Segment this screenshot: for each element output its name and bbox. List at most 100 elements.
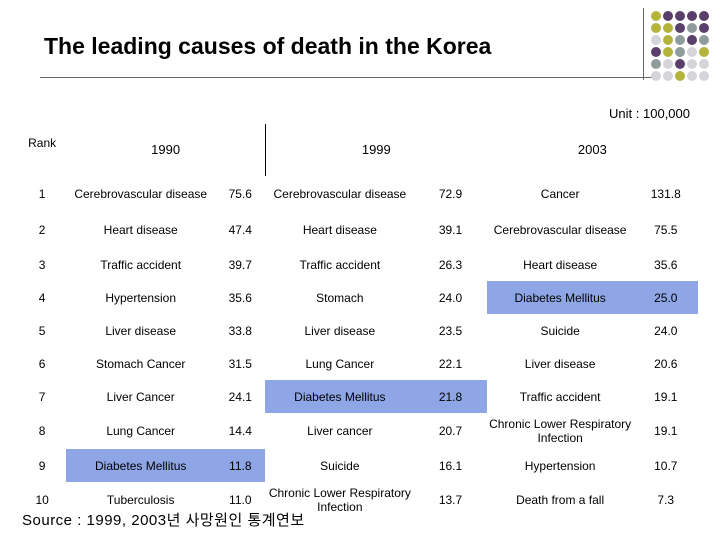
cause-1999-cell: Lung Cancer <box>305 356 375 371</box>
rank-cell: 2 <box>38 223 46 237</box>
table-row: 6 Stomach Cancer 31.5 Lung Cancer 22.1 Liver … <box>18 347 698 380</box>
cause-1990-cell: Stomach Cancer <box>96 356 186 371</box>
cause-2003-cell: Traffic accident <box>519 389 601 404</box>
cause-2003-cell: Cerebrovascular disease <box>493 223 627 237</box>
cause-2003-cell: Death from a fall <box>516 493 605 507</box>
cause-1999-cell: Chronic Lower Respiratory Infection <box>268 486 411 514</box>
table-row: 5 Liver disease 33.8 Liver disease 23.5 Suici… <box>18 314 698 347</box>
decor-dot <box>675 35 685 45</box>
cause-1999-cell: Traffic accident <box>299 257 381 272</box>
cause-1990-cell: Cerebrovascular disease <box>74 187 208 201</box>
decor-dot <box>663 47 673 57</box>
decor-dot <box>663 23 673 33</box>
rank-cell: 10 <box>35 493 49 507</box>
rate-1999-cell: 72.9 <box>438 187 463 201</box>
decor-dot <box>675 59 685 69</box>
cause-2003-cell: Cancer <box>540 187 580 201</box>
table-body: 1 Cerebrovascular disease 75.6 Cerebrovascu… <box>18 176 698 518</box>
rate-2003-cell: 75.5 <box>654 223 678 237</box>
table-row: 9 Diabetes Mellitus 11.8 Suicide 16.1 Hyperte… <box>18 449 698 482</box>
decor-dot <box>651 11 661 21</box>
title-divider <box>40 77 652 78</box>
rate-2003-cell: 35.6 <box>654 257 678 272</box>
cause-1999-cell: Stomach <box>316 290 364 305</box>
unit-label: Unit : 100,000 <box>609 106 690 121</box>
rate-1990-cell: 39.7 <box>228 257 252 272</box>
decor-dot <box>651 35 661 45</box>
decor-dot <box>675 47 685 57</box>
rate-1990-cell: 31.5 <box>228 356 252 371</box>
rate-1999-cell: 22.1 <box>438 356 463 371</box>
table-row: 10 Tuberculosis 11.0 Chronic Lower Respirat… <box>18 482 698 518</box>
rate-2003-cell: 20.6 <box>654 356 678 371</box>
decor-dot <box>699 35 709 45</box>
decor-dot <box>675 11 685 21</box>
cause-1990-cell: Diabetes Mellitus <box>66 449 216 482</box>
decor-dot <box>687 47 697 57</box>
decor-dot <box>651 59 661 69</box>
rate-1999-cell: 24.0 <box>438 290 463 305</box>
cause-1999-cell: Suicide <box>320 458 360 473</box>
causes-of-death-table: Rank 1990 1999 2003 1 Cerebrovascular dis… <box>18 124 698 518</box>
header-1990: 1990 <box>151 142 181 157</box>
cause-1990-cell: Lung Cancer <box>106 424 176 438</box>
rate-2003-cell: 19.1 <box>654 389 678 404</box>
decor-dot <box>699 71 709 81</box>
header-2003: 2003 <box>577 142 607 157</box>
header-1999: 1999 <box>264 124 487 176</box>
rate-2003-cell: 25.0 <box>633 281 698 314</box>
cause-2003-cell: Liver disease <box>524 356 596 371</box>
decor-dot <box>663 59 673 69</box>
cause-2003-cell: Heart disease <box>523 257 598 272</box>
table-row: 2 Heart disease 47.4 Heart disease 39.1 Cereb… <box>18 212 698 248</box>
rate-2003-cell: 7.3 <box>657 493 675 507</box>
cause-1990-cell: Tuberculosis <box>106 493 175 507</box>
rate-2003-cell: 19.1 <box>654 424 678 438</box>
rate-1990-cell: 75.6 <box>228 187 252 201</box>
decor-dot <box>699 11 709 21</box>
rate-1999-cell: 21.8 <box>414 380 487 413</box>
rate-1990-cell: 14.4 <box>228 424 252 438</box>
source-note: Source : 1999, 2003년 사망원인 통계연보 <box>22 512 305 529</box>
decor-dot <box>663 11 673 21</box>
rank-cell: 4 <box>38 290 46 305</box>
decor-dot <box>675 23 685 33</box>
decor-dot <box>687 35 697 45</box>
decor-vertical-line <box>643 8 644 80</box>
rank-cell: 8 <box>38 424 46 438</box>
cause-1990-cell: Liver disease <box>105 323 177 338</box>
table-row: 7 Liver Cancer 24.1 Diabetes Mellitus 21.8 Tr… <box>18 380 698 413</box>
table-row: 8 Lung Cancer 14.4 Liver cancer 20.7 Chronic … <box>18 413 698 449</box>
rate-1999-cell: 23.5 <box>438 323 463 338</box>
rate-1990-cell: 11.8 <box>215 449 266 482</box>
decor-dot <box>687 23 697 33</box>
cause-1999-cell: Liver disease <box>304 323 376 338</box>
cause-1990-cell: Hypertension <box>105 290 177 305</box>
decor-dot <box>675 71 685 81</box>
decor-dot <box>699 47 709 57</box>
decor-dot <box>699 59 709 69</box>
decor-dot <box>699 23 709 33</box>
cause-1999-cell: Diabetes Mellitus <box>265 380 415 413</box>
page-title: The leading causes of death in the Korea <box>44 33 492 59</box>
rank-cell: 6 <box>38 356 46 371</box>
decor-dot <box>663 35 673 45</box>
rate-1999-cell: 26.3 <box>438 257 463 272</box>
decor-dot <box>687 59 697 69</box>
header-rank: Rank <box>28 136 57 150</box>
rank-cell: 1 <box>38 187 46 201</box>
decor-dot <box>651 71 661 81</box>
table-row: 4 Hypertension 35.6 Stomach 24.0 Diabetes Mel… <box>18 281 698 314</box>
decor-dot <box>663 71 673 81</box>
cause-2003-cell: Diabetes Mellitus <box>486 281 634 314</box>
table-header-row: Rank 1990 1999 2003 <box>18 124 698 176</box>
rank-cell: 3 <box>38 257 46 272</box>
rate-1990-cell: 11.0 <box>229 493 252 507</box>
rate-1999-cell: 20.7 <box>438 424 463 438</box>
rate-1990-cell: 33.8 <box>228 323 252 338</box>
table-row: 1 Cerebrovascular disease 75.6 Cerebrovascu… <box>18 176 698 212</box>
rate-2003-cell: 10.7 <box>654 458 678 473</box>
rank-cell: 7 <box>38 389 46 404</box>
rate-1999-cell: 39.1 <box>438 223 463 237</box>
rate-1999-cell: 13.7 <box>438 493 463 507</box>
